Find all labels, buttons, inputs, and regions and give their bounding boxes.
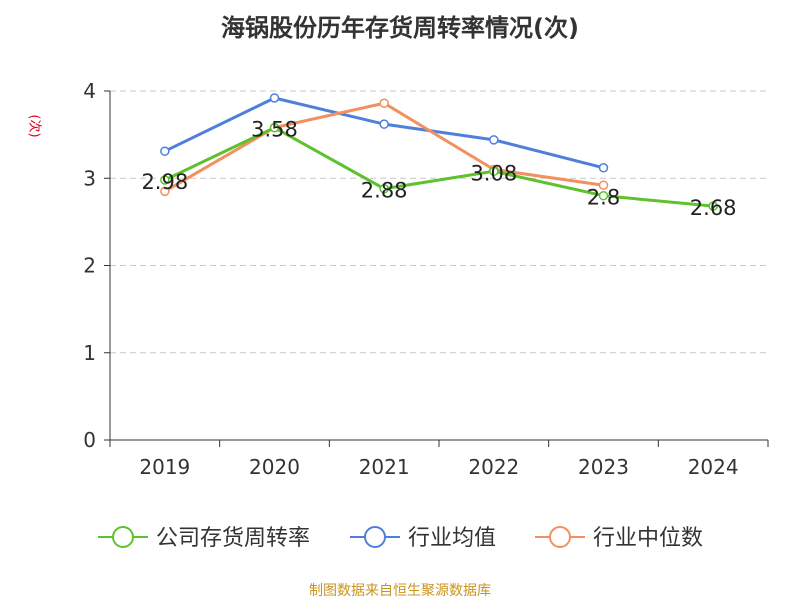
chart-title: 海锅股份历年存货周转率情况(次)	[221, 14, 579, 42]
data-point-0	[708, 201, 718, 211]
x-tick-label: 2019	[139, 455, 190, 479]
data-point-1	[489, 135, 499, 145]
data-point-1	[269, 93, 280, 103]
y-tick-label: 3	[83, 166, 96, 190]
data-point-2	[160, 186, 170, 197]
x-tick-label: 2020	[249, 455, 300, 479]
data-point-0	[269, 122, 280, 133]
y-tick-label: 1	[83, 341, 96, 365]
x-tick-label: 2021	[359, 455, 410, 479]
series-line-0	[164, 126, 714, 208]
series-line-1	[164, 96, 604, 170]
legend-swatch-marker	[112, 526, 134, 548]
data-point-1	[379, 119, 389, 129]
data-point-1	[160, 146, 170, 156]
legend-swatch-marker	[549, 526, 571, 548]
data-label: 3.58	[251, 118, 298, 142]
x-tick-label: 2023	[578, 455, 629, 479]
y-tick-label: 2	[83, 254, 96, 278]
data-label: 2.8	[587, 186, 620, 210]
data-point-2	[598, 180, 609, 190]
data-label: 2.98	[141, 170, 188, 194]
data-label: 2.88	[361, 179, 408, 203]
data-point-0	[598, 190, 609, 201]
legend-swatch-marker	[364, 526, 386, 548]
data-point-2	[379, 98, 389, 108]
x-tick-label: 2024	[688, 455, 739, 479]
legend-label: 公司存货周转率	[156, 526, 310, 551]
source-note: 制图数据来自恒生聚源数据库	[309, 583, 491, 599]
data-label: 3.08	[470, 161, 517, 185]
y-tick-label: 0	[83, 428, 96, 452]
legend-label: 行业中位数	[593, 526, 703, 551]
legend-label: 行业均值	[408, 526, 496, 551]
data-point-0	[489, 166, 499, 177]
data-label: 2.68	[690, 196, 737, 220]
data-point-0	[379, 183, 389, 194]
y-tick-label: 4	[83, 79, 96, 103]
data-point-1	[598, 163, 609, 173]
x-tick-label: 2022	[468, 455, 519, 479]
data-point-0	[160, 175, 170, 185]
